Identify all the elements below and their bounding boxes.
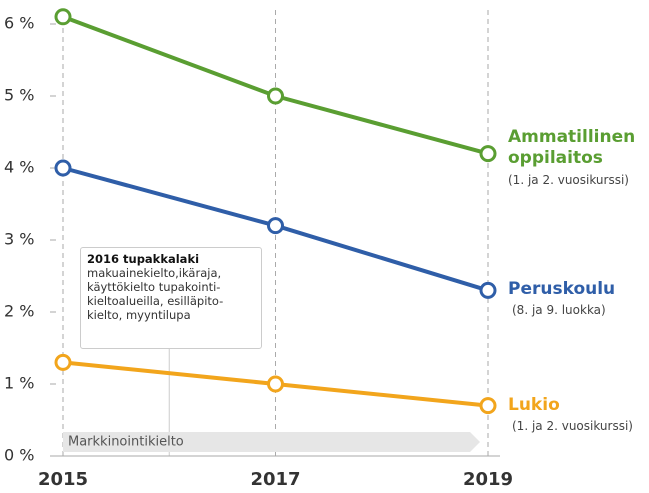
y-tick-label: 2 % bbox=[4, 302, 34, 321]
x-tick-label: 2019 bbox=[463, 469, 513, 490]
annotation-line: kieltoalueilla, esilläpito- bbox=[87, 294, 224, 308]
annotation-line: makuainekielto,ikäraja, bbox=[87, 266, 222, 280]
y-tick-label: 4 % bbox=[4, 158, 34, 177]
y-tick-label: 3 % bbox=[4, 230, 34, 249]
series-label: Ammatillinen oppilaitos bbox=[508, 126, 636, 168]
series-sublabel: (1. ja 2. vuosikurssi) bbox=[512, 418, 633, 433]
point bbox=[54, 159, 72, 177]
band-arrow bbox=[63, 432, 480, 452]
series-sublabel: (1. ja 2. vuosikurssi) bbox=[508, 172, 629, 187]
point bbox=[54, 8, 72, 26]
y-tick-label: 1 % bbox=[4, 374, 34, 393]
point bbox=[267, 87, 284, 105]
point bbox=[479, 145, 497, 163]
band-label: Markkinointikielto bbox=[68, 435, 184, 450]
annotation-line: kielto, myyntilupa bbox=[87, 308, 191, 322]
point bbox=[479, 281, 497, 299]
annotation-title: 2016 tupakkalaki bbox=[87, 252, 200, 266]
point bbox=[479, 397, 497, 415]
x-tick-label: 2015 bbox=[38, 469, 88, 490]
series-label: Lukio bbox=[508, 394, 560, 415]
y-tick-label: 6 % bbox=[4, 14, 34, 33]
annotation: 2016 tupakkalaki makuainekielto,ikäraja,… bbox=[80, 247, 262, 349]
point bbox=[54, 353, 72, 371]
x-tick-label: 2017 bbox=[250, 469, 300, 490]
series-sublabel: (8. ja 9. luokka) bbox=[512, 303, 606, 318]
point bbox=[267, 375, 284, 393]
y-tick-label: 5 % bbox=[4, 86, 34, 105]
annotation-line: käyttökielto tupakointi- bbox=[87, 280, 221, 294]
point bbox=[267, 217, 284, 235]
series-label: Peruskoulu bbox=[508, 279, 616, 300]
y-tick-label: 0 % bbox=[4, 446, 34, 465]
